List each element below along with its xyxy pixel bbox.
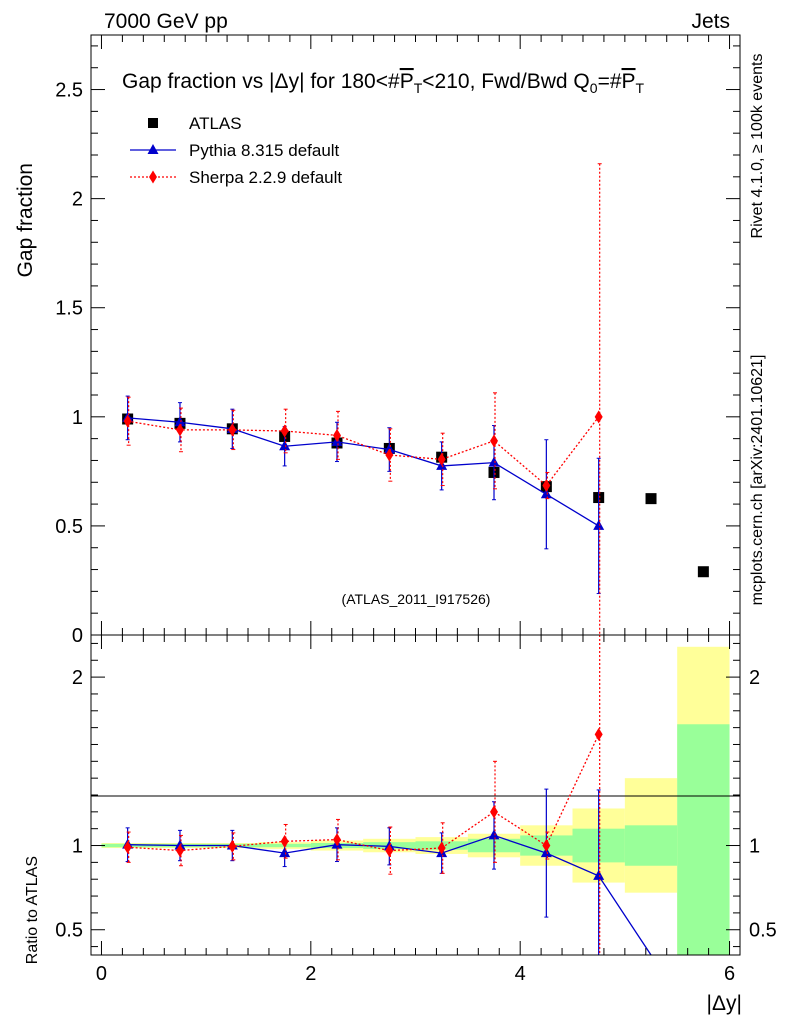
ratio-sherpa-point (123, 840, 132, 854)
main-y-axis-label: Gap fraction (14, 163, 37, 277)
rivet-version-label: Rivet 4.1.0, ≥ 100k events (749, 54, 766, 239)
ratio-y-tick-label: 2 (72, 667, 83, 689)
main-sherpa-point (594, 410, 603, 424)
main-atlas-point (697, 566, 709, 578)
main-y-tick-label: 0 (72, 625, 83, 647)
legend-pythia-label: Pythia 8.315 default (189, 141, 340, 160)
chart-title: Gap fraction vs |Δy| for 180<#PT<210, Fw… (122, 70, 645, 96)
main-pythia-point (174, 416, 186, 427)
ratio-pythia-point (593, 869, 605, 880)
ratio-y-axis-label: Ratio to ATLAS (24, 856, 41, 964)
x-tick-label: 6 (724, 963, 735, 985)
main-y-tick-label: 2 (72, 189, 83, 211)
main-sherpa-line (127, 416, 600, 487)
main-pythia-line (127, 417, 600, 527)
main-sherpa-point (332, 428, 341, 442)
main-pythia-point (540, 488, 552, 499)
ratio-bands (101, 646, 730, 955)
x-axis-label: |Δy| (707, 992, 742, 1015)
legend-atlas-label: ATLAS (189, 114, 242, 133)
main-pythia-point (488, 456, 500, 467)
ratio-panel: 0.5 0.5 1 1 2 2 0 2 4 6 (55, 634, 777, 985)
main-pythia-point (593, 519, 605, 530)
ratio-sherpa-point (542, 839, 551, 853)
legend-atlas-marker (148, 118, 158, 128)
header-energy-label: 7000 GeV pp (104, 10, 228, 33)
main-sherpa-point (123, 414, 132, 428)
x-tick-label: 0 (96, 963, 107, 985)
legend-sherpa-label: Sherpa 2.2.9 default (189, 168, 342, 187)
ratio-y-tick-label: 1 (72, 836, 83, 858)
ratio-sherpa-point (175, 844, 184, 858)
main-panel: 0.5 1 1.5 2 2.5 0 Gap fraction vs |Δy| for 18… (55, 34, 741, 647)
ratio-sherpa-point (385, 844, 394, 858)
ratio-y-tick-label-right: 1 (749, 836, 760, 858)
main-atlas-point (645, 493, 657, 505)
ratio-sherpa-point (437, 841, 446, 855)
main-sherpa-point (542, 479, 551, 493)
main-y-tick-label: 1.5 (55, 298, 83, 320)
main-sherpa-point (437, 452, 446, 466)
x-tick-label: 2 (305, 963, 316, 985)
ratio-pythia-point (488, 829, 500, 840)
main-sherpa-point (228, 423, 237, 437)
ratio-sherpa-point (594, 727, 603, 741)
ratio-y-tick-label-right: 0.5 (749, 920, 777, 942)
x-tick-label: 4 (515, 963, 526, 985)
main-sherpa-point (280, 424, 289, 438)
analysis-watermark: (ATLAS_2011_I917526) (342, 591, 491, 607)
ratio-series (122, 635, 652, 956)
main-y-tick-label: 2.5 (55, 80, 83, 102)
header-jets-label: Jets (691, 10, 730, 33)
ratio-sherpa-point (228, 839, 237, 853)
ratio-pythia-point (540, 847, 552, 858)
legend-pythia-marker (147, 144, 159, 154)
ratio-axes: 0.5 0.5 1 1 2 2 0 2 4 6 (55, 635, 777, 985)
main-axes: 0.5 1 1.5 2 2.5 0 (55, 35, 740, 647)
ratio-band-inner (677, 724, 730, 955)
ratio-sherpa-point (280, 834, 289, 848)
legend-sherpa-marker (149, 170, 157, 184)
ratio-y-tick-label-right: 2 (749, 667, 760, 689)
ratio-sherpa-point (332, 833, 341, 847)
main-pythia-point (279, 440, 291, 451)
main-sherpa-point (490, 434, 499, 448)
ratio-sherpa-line (127, 734, 600, 852)
ratio-sherpa-point (490, 805, 499, 819)
ratio-band-inner (624, 825, 678, 866)
ratio-y-tick-label: 0.5 (55, 920, 83, 942)
main-y-tick-label: 1 (72, 407, 83, 429)
ratio-pythia-point (279, 847, 291, 858)
legend: ATLAS Pythia 8.315 default Sherpa 2.2.9 … (130, 114, 342, 187)
mcplots-label: mcplots.cern.ch [arXiv:2401.10621] (749, 355, 766, 606)
main-y-tick-label: 0.5 (55, 516, 83, 538)
main-sherpa-point (385, 448, 394, 462)
main-series (122, 163, 709, 635)
main-sherpa-point (175, 423, 184, 437)
